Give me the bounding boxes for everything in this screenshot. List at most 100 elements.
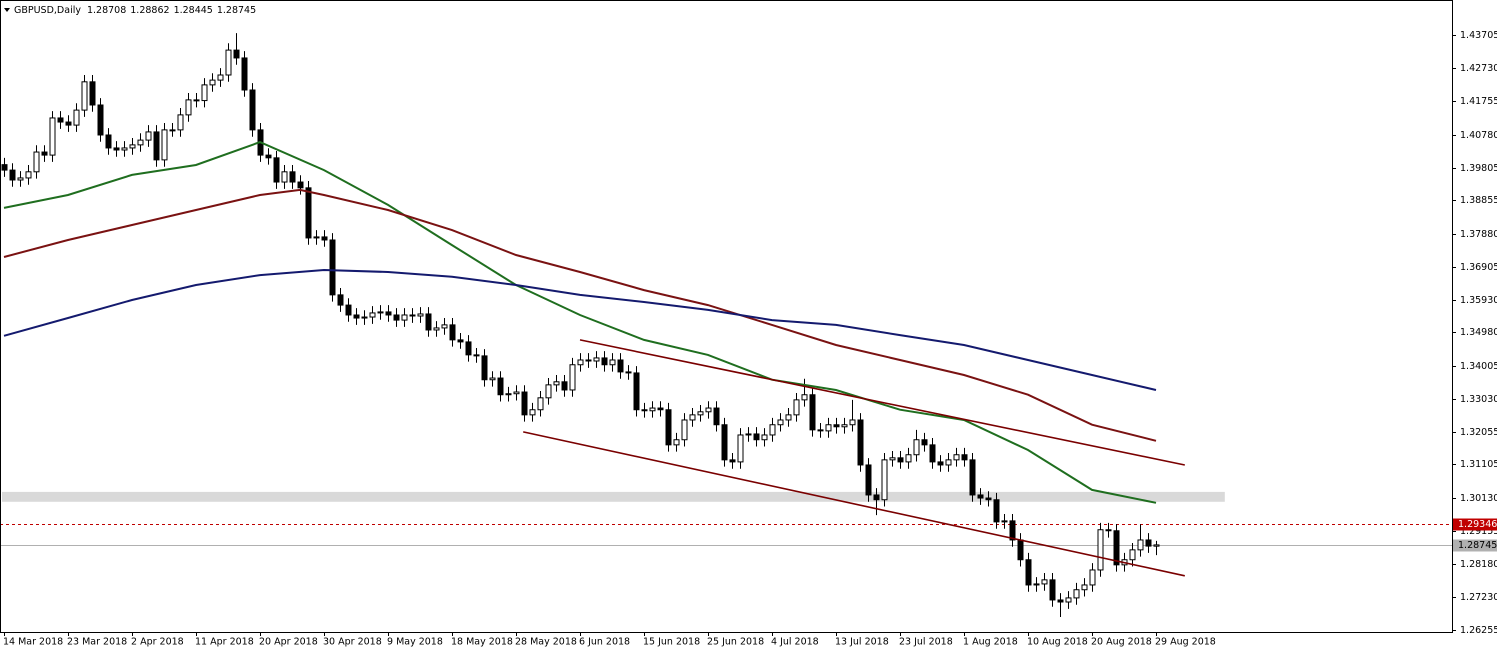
- candle-body: [1073, 589, 1080, 599]
- candle-body: [689, 414, 696, 421]
- price-label: 1.29346: [1458, 519, 1497, 530]
- y-tick-label: 1.39805: [1460, 163, 1497, 174]
- candle-body: [785, 414, 792, 421]
- candle-body: [193, 99, 200, 102]
- candle-body: [881, 459, 888, 501]
- candle-body: [129, 144, 136, 149]
- header-open: 1.28708: [87, 5, 126, 16]
- trend-line: [523, 431, 1185, 577]
- candle-body: [561, 381, 568, 391]
- header-close: 1.28745: [217, 5, 256, 16]
- candle-body: [345, 304, 352, 316]
- candle-body: [41, 151, 48, 156]
- y-tick-label: 1.33030: [1460, 394, 1497, 405]
- candle-body: [985, 497, 992, 501]
- candle-body: [233, 49, 240, 59]
- y-tick-label: 1.34005: [1460, 361, 1497, 372]
- y-tick-label: 1.31105: [1460, 459, 1497, 470]
- candle-body: [825, 424, 832, 432]
- trend-line: [579, 339, 1185, 466]
- x-tick-label: 14 Mar 2018: [3, 637, 63, 648]
- candle-body: [361, 316, 368, 319]
- candle-body: [1009, 520, 1016, 541]
- candle-body: [1137, 539, 1144, 551]
- candle-body: [649, 407, 656, 412]
- candle-body: [529, 409, 536, 416]
- y-tick-label: 1.26255: [1460, 625, 1497, 636]
- plot-frame: [0, 0, 1453, 633]
- candle-body: [433, 327, 440, 331]
- candle-body: [905, 454, 912, 463]
- support-zone: [2, 491, 1225, 502]
- x-tick-label: 20 Aug 2018: [1091, 637, 1152, 648]
- candle-body: [9, 169, 16, 181]
- candle-body: [417, 313, 424, 317]
- x-tick-label: 23 Jul 2018: [899, 637, 953, 648]
- candle-body: [353, 314, 360, 319]
- candle-body: [377, 311, 384, 314]
- candle-body: [425, 313, 432, 331]
- candle-body: [945, 459, 952, 466]
- candle-body: [713, 407, 720, 426]
- candle-body: [473, 354, 480, 357]
- candle-body: [89, 81, 96, 106]
- candle-body: [137, 139, 144, 146]
- candle-body: [57, 117, 64, 123]
- y-tick-label: 1.35930: [1460, 295, 1497, 306]
- x-tick-label: 13 Jul 2018: [835, 637, 889, 648]
- candle-body: [745, 433, 752, 436]
- y-tick-label: 1.40780: [1460, 130, 1497, 141]
- candle-body: [673, 439, 680, 446]
- y-tick-label: 1.30130: [1460, 493, 1497, 504]
- candle-body: [761, 434, 768, 441]
- candle-body: [585, 359, 592, 362]
- y-tick-label: 1.36905: [1460, 262, 1497, 273]
- candle-body: [1025, 559, 1032, 586]
- candle-body: [1057, 599, 1064, 603]
- candle-body: [545, 384, 552, 399]
- candle-body: [297, 181, 304, 189]
- candle-body: [305, 187, 312, 239]
- candle-body: [857, 419, 864, 466]
- header-triangle: [4, 8, 10, 12]
- header-low: 1.28445: [174, 5, 213, 16]
- candle-body: [321, 236, 328, 241]
- candle-body: [937, 461, 944, 466]
- candle-body: [617, 359, 624, 373]
- candle-body: [665, 409, 672, 446]
- candle-body: [481, 355, 488, 381]
- x-tick-label: 25 Jun 2018: [707, 637, 764, 648]
- candle-body: [1097, 529, 1104, 571]
- candle-body: [593, 357, 600, 362]
- x-tick-label: 23 Mar 2018: [67, 637, 127, 648]
- candle-body: [1065, 597, 1072, 603]
- x-tick-label: 15 Jun 2018: [643, 637, 700, 648]
- x-tick-label: 20 Apr 2018: [259, 637, 318, 648]
- candle-body: [225, 49, 232, 76]
- candle-body: [1049, 579, 1056, 601]
- x-tick-label: 6 Jun 2018: [579, 637, 630, 648]
- candle-body: [441, 324, 448, 329]
- candle-body: [849, 419, 856, 426]
- candle-body: [113, 147, 120, 151]
- candle-body: [769, 424, 776, 436]
- candle-body: [241, 57, 248, 91]
- candle-body: [1081, 584, 1088, 591]
- y-tick-label: 1.34980: [1460, 327, 1497, 338]
- candle-body: [25, 171, 32, 179]
- candle-body: [657, 407, 664, 411]
- candle-body: [337, 294, 344, 306]
- candle-body: [681, 419, 688, 441]
- candle-body: [1017, 539, 1024, 561]
- candle-body: [977, 494, 984, 499]
- x-tick-label: 29 Aug 2018: [1155, 637, 1216, 648]
- candle-body: [393, 314, 400, 321]
- candle-body: [449, 324, 456, 341]
- x-tick-label: 11 Apr 2018: [195, 637, 254, 648]
- candle-body: [897, 457, 904, 463]
- candle-body: [833, 424, 840, 428]
- y-tick-label: 1.27230: [1460, 592, 1497, 603]
- candle-body: [633, 372, 640, 411]
